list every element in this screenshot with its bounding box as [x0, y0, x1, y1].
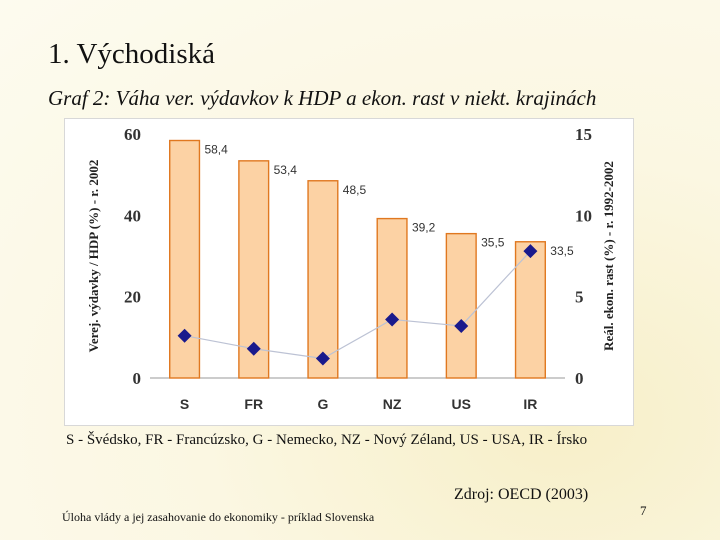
x-tick-label: G	[317, 396, 328, 412]
x-tick-label: NZ	[383, 396, 402, 412]
y-axis-title: Verej. výdavky / HDP (%) - r. 2002	[86, 160, 101, 353]
growth-point	[177, 328, 192, 343]
country-legend: S - Švédsko, FR - Francúzsko, G - Nemeck…	[66, 432, 588, 448]
growth-point	[315, 351, 330, 366]
y2-tick-label: 0	[575, 369, 584, 388]
chart-axes: 0 20 40 60 0 5 10 15	[124, 125, 592, 388]
y2-tick-label: 10	[575, 206, 592, 225]
bar-value-label: 33,5	[550, 244, 574, 258]
x-tick-label: FR	[244, 396, 263, 412]
y-tick-label: 20	[124, 288, 141, 307]
chart-labels: 58,4 53,4 48,5 39,2 35,5 33,5 S FR G NZ US IR Verej.…	[86, 143, 616, 412]
growth-point	[454, 318, 469, 333]
y-tick-label: 0	[133, 369, 142, 388]
growth-point	[385, 312, 400, 327]
bar	[514, 241, 546, 379]
bar-value-label: 39,2	[412, 221, 436, 235]
y-tick-label: 60	[124, 125, 141, 144]
y2-tick-label: 5	[575, 288, 584, 307]
y2-axis-title: Reál. ekon. rast (%) - r. 1992-2002	[601, 161, 616, 351]
bar	[445, 232, 477, 379]
bar-value-label: 53,4	[274, 163, 298, 177]
bar	[376, 217, 408, 379]
growth-point	[246, 341, 261, 356]
y2-tick-label: 15	[575, 125, 592, 144]
growth-point	[523, 244, 538, 259]
page-number: 7	[640, 503, 647, 518]
bar-series	[169, 139, 546, 379]
chart-panel: 0 20 40 60 0 5 10 15 58,4 53,4 48,5 39,2 35,5 33,5 S F…	[64, 118, 634, 426]
x-tick-label: IR	[523, 396, 537, 412]
chart-caption: Graf 2: Váha ver. výdavkov k HDP a ekon.…	[48, 86, 597, 110]
growth-series	[177, 244, 538, 366]
bar-value-label: 48,5	[343, 183, 367, 197]
combo-chart: 0 20 40 60 0 5 10 15 58,4 53,4 48,5 39,2 35,5 33,5 S F…	[86, 125, 616, 412]
growth-line	[184, 250, 531, 360]
bar-value-label: 35,5	[481, 236, 505, 250]
source-note: Zdroj: OECD (2003)	[454, 486, 589, 503]
bar-value-label: 58,4	[204, 143, 228, 157]
y-tick-label: 40	[124, 206, 141, 225]
x-tick-label: S	[180, 396, 189, 412]
bar	[307, 180, 339, 379]
x-tick-label: US	[452, 396, 471, 412]
slide-footer: Úloha vlády a jej zasahovanie do ekonomi…	[62, 510, 375, 524]
slide-title: 1. Východiská	[48, 38, 216, 70]
